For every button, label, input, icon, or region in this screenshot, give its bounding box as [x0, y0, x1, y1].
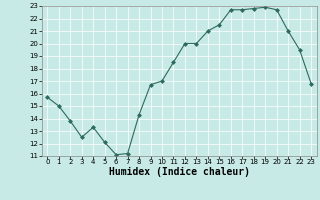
- X-axis label: Humidex (Indice chaleur): Humidex (Indice chaleur): [109, 167, 250, 177]
